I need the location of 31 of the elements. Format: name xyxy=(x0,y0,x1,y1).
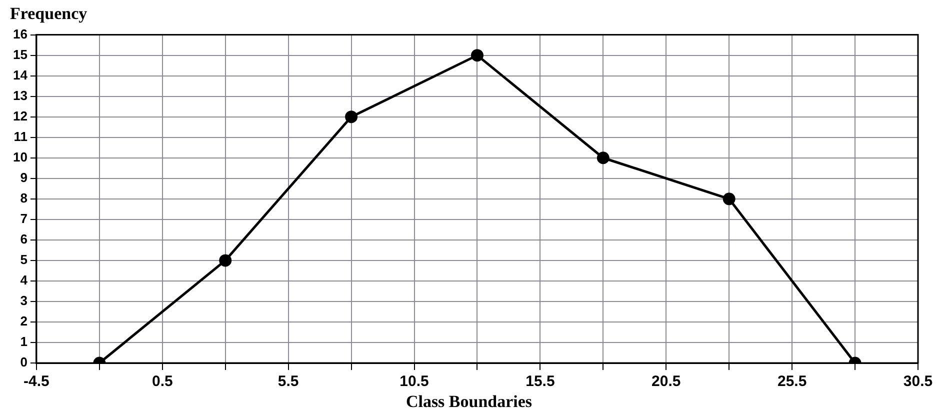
point xyxy=(470,49,484,62)
point xyxy=(722,192,736,206)
y-tick-label: 5 xyxy=(20,252,28,268)
x-tick-label: 15.5 xyxy=(526,373,555,390)
y-tick-label: 7 xyxy=(20,210,28,226)
y-tick-label: 1 xyxy=(20,334,28,350)
y-tick-label: 3 xyxy=(20,293,28,308)
point xyxy=(345,110,358,124)
y-tick-label: 10 xyxy=(12,149,28,164)
y-tick-label: 16 xyxy=(12,26,28,42)
y-tick-label: 6 xyxy=(20,232,28,247)
x-tick-label: 10.5 xyxy=(400,373,429,390)
point xyxy=(596,152,610,164)
x-tick-label: 25.5 xyxy=(777,373,807,390)
x-tick-label: 30.5 xyxy=(903,373,933,390)
y-tick-label: 11 xyxy=(14,128,28,144)
y-tick-label: 0 xyxy=(20,354,28,370)
y-tick-label: 2 xyxy=(20,314,28,329)
y-tick-label: 15 xyxy=(12,46,28,62)
y-tick-label: 14 xyxy=(12,67,28,82)
x-tick-label: 20.5 xyxy=(652,373,681,390)
x-axis-title: Class Boundaries xyxy=(404,392,534,412)
y-axis-title: Frequency xyxy=(10,4,88,24)
y-tick-label: 8 xyxy=(20,190,28,206)
x-tick-label: 5.5 xyxy=(278,373,299,390)
y-tick-label: 13 xyxy=(12,88,28,103)
y-tick-label: 9 xyxy=(20,170,28,185)
x-tick-label: -4.5 xyxy=(24,373,50,390)
x-tick-label: 0.5 xyxy=(152,373,173,390)
y-tick-label: 12 xyxy=(12,108,28,124)
y-tick-label: 4 xyxy=(20,272,28,288)
